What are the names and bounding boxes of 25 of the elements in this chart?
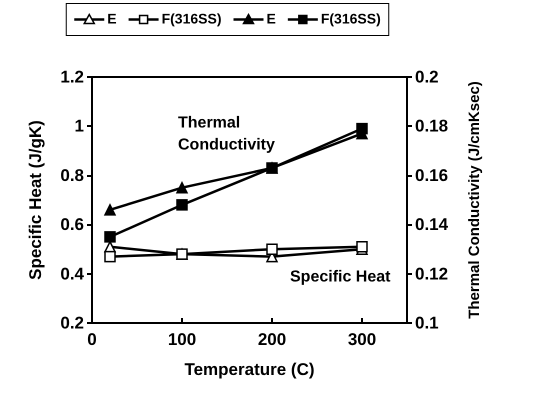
y-tick-label: 0.4 bbox=[60, 264, 85, 284]
y2-tick-label: 0.1 bbox=[415, 314, 439, 332]
x-tick-label: 100 bbox=[168, 330, 196, 349]
y2-tick-label: 0.2 bbox=[415, 68, 439, 86]
y-tick-label: 1 bbox=[74, 116, 84, 136]
x-axis-title: Temperature (C) bbox=[184, 360, 315, 379]
legend-label: F(316SS) bbox=[320, 10, 381, 26]
x-tick-label: 0 bbox=[87, 330, 97, 349]
y2-axis-title: Thermal Conductivity (J/cmKsec) bbox=[466, 81, 483, 319]
y2-tick-label: 0.16 bbox=[415, 166, 448, 185]
annotation: Thermal Conductivity bbox=[178, 114, 275, 154]
legend-label: F(316SS) bbox=[162, 10, 222, 26]
annotation: Specific Heat bbox=[290, 268, 392, 286]
y2-tick-label: 0.18 bbox=[415, 116, 448, 136]
y-axis-title: Specific Heat (J/gK) bbox=[26, 120, 45, 280]
y2-tick-label: 0.12 bbox=[415, 264, 448, 284]
legend-label: E bbox=[266, 10, 276, 26]
y2-tick-label: 0.14 bbox=[415, 215, 449, 234]
x-tick-label: 200 bbox=[258, 330, 286, 349]
y-tick-label: 1.2 bbox=[60, 68, 84, 86]
y-tick-label: 0.6 bbox=[60, 215, 84, 234]
y-tick-label: 0.8 bbox=[60, 166, 84, 185]
y-tick-label: 0.2 bbox=[60, 314, 84, 332]
x-tick-label: 300 bbox=[348, 330, 376, 349]
legend-label: E bbox=[107, 10, 117, 26]
